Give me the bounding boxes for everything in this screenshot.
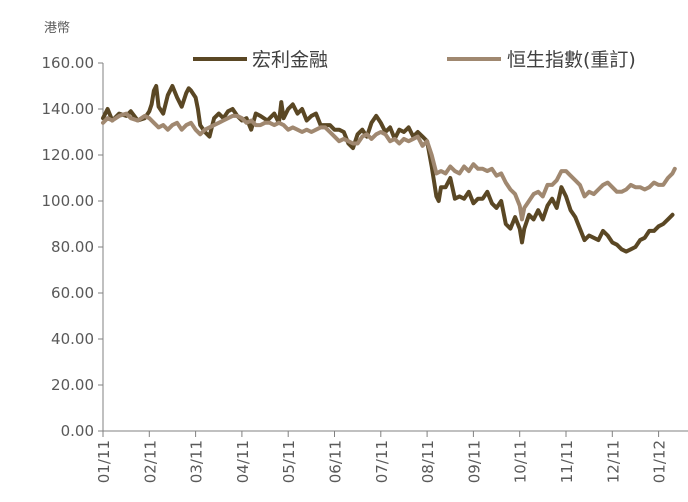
legend-label-1: 恒生指數(重訂)	[507, 49, 636, 71]
y-tick-label: 140.00	[42, 100, 95, 118]
x-tick-label: 04/11	[234, 440, 252, 483]
y-tick-label: 100.00	[42, 192, 95, 210]
x-tick-label: 06/11	[327, 440, 345, 483]
series-line-1	[101, 111, 677, 222]
x-tick-label: 07/11	[373, 440, 391, 483]
x-axis: 01/11 02/11 03/11 04/11 05/11 06/11 07/11 08/11…	[95, 430, 688, 483]
y-tick-label: 60.00	[51, 284, 94, 302]
x-tick-label: 10/11	[512, 440, 530, 483]
y-tick-label: 120.00	[42, 146, 95, 164]
x-tick-label: 11/11	[558, 440, 576, 483]
x-tick-label: 02/11	[141, 440, 159, 483]
y-unit-label: 港幣	[44, 21, 70, 36]
legend-label-0: 宏利金融	[252, 49, 328, 71]
x-tick-label: 03/11	[188, 440, 206, 483]
legend: 宏利金融 恒生指數(重訂)	[193, 49, 636, 71]
y-tick-label: 80.00	[51, 238, 94, 256]
x-tick-label: 05/11	[280, 440, 298, 483]
y-axis: 0.00 20.00 40.00 60.00 80.00 100.00 120.00 140.…	[42, 54, 104, 440]
series-line-0	[101, 84, 675, 254]
y-tick-label: 40.00	[51, 330, 94, 348]
plot-area	[101, 84, 677, 254]
x-tick-label: 01/11	[95, 440, 113, 483]
x-tick-label: 08/11	[419, 440, 437, 483]
x-tick-label: 01/12	[651, 440, 669, 483]
x-tick-label: 09/11	[465, 440, 483, 483]
y-tick-label: 0.00	[61, 422, 94, 440]
x-tick-label: 12/11	[604, 440, 622, 483]
y-tick-label: 20.00	[51, 376, 94, 394]
y-tick-label: 160.00	[42, 54, 95, 72]
